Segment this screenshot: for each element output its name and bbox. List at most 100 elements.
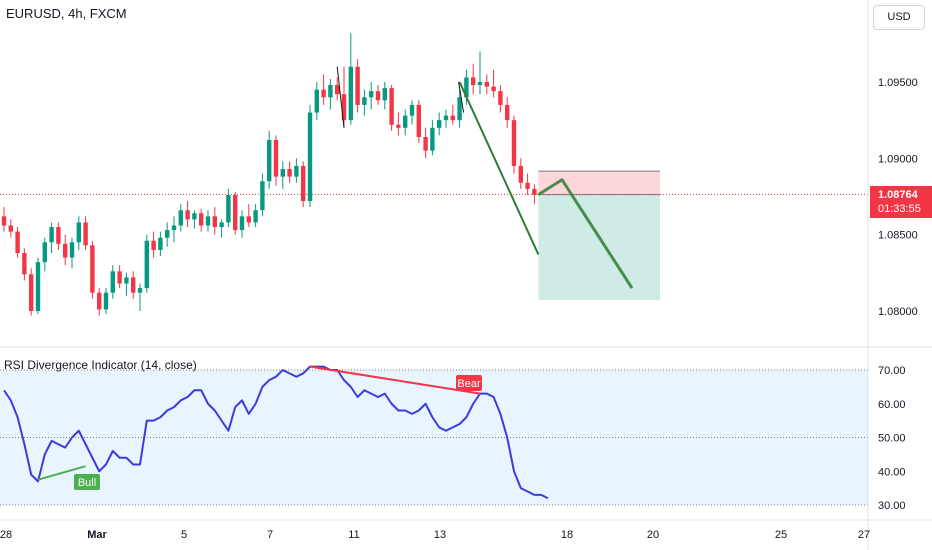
- candle-body: [233, 194, 238, 231]
- marker-label: Bull: [78, 477, 96, 489]
- time-tick-label: 20: [647, 529, 659, 541]
- candle-body: [219, 222, 224, 228]
- time-tick-label: 28: [0, 529, 12, 541]
- price-tick-label: 1.08500: [878, 230, 918, 242]
- candle-body: [525, 182, 530, 189]
- rsi-tick-label: 70.00: [878, 365, 906, 377]
- candle-body: [144, 240, 149, 289]
- rsi-tick-label: 50.00: [878, 433, 906, 445]
- candle-body: [63, 243, 68, 258]
- candle-body: [335, 85, 340, 95]
- rsi-pane[interactable]: Bull Bear: [0, 365, 868, 506]
- currency-button[interactable]: USD: [873, 5, 925, 30]
- time-tick-label: 11: [348, 529, 359, 541]
- price-tick-label: 1.09500: [878, 77, 918, 89]
- candle-body: [307, 112, 313, 202]
- marker-box: [74, 474, 100, 490]
- candle-body: [117, 271, 122, 284]
- candle-body: [56, 227, 61, 244]
- bar-countdown: 01:33:55: [878, 203, 921, 215]
- candle-body: [355, 66, 360, 105]
- time-tick-label: 5: [181, 529, 187, 541]
- candle-body: [484, 82, 489, 87]
- candle-body: [450, 115, 455, 121]
- candle-body: [409, 104, 415, 116]
- candle-body: [280, 169, 285, 177]
- candle-body: [83, 222, 88, 246]
- candle-body: [498, 91, 503, 105]
- bear-divergence-line: [309, 365, 481, 395]
- candle-body: [205, 216, 211, 226]
- candle-body: [382, 88, 387, 101]
- trend-line: [458, 81, 540, 255]
- candle-body: [171, 225, 177, 231]
- candle-body: [90, 245, 95, 293]
- candle-body: [403, 115, 408, 128]
- time-tick-label: 18: [561, 529, 573, 541]
- price-pane[interactable]: [0, 33, 868, 316]
- candle-body: [29, 274, 34, 311]
- time-tick-label: 27: [858, 529, 870, 541]
- time-tick-label: 25: [775, 529, 787, 541]
- marker-label: Bear: [457, 378, 481, 390]
- candle-body: [362, 97, 367, 105]
- candle-body: [165, 230, 170, 238]
- candle-body: [178, 210, 183, 226]
- candle-body: [69, 242, 75, 258]
- candle-body: [76, 222, 81, 243]
- rsi-tick-label: 30.00: [878, 500, 906, 512]
- last-price-value: 1.08764: [878, 189, 918, 201]
- candle-body: [35, 262, 41, 311]
- candle-body: [192, 213, 197, 220]
- candle-body: [8, 225, 13, 232]
- candle-body: [491, 86, 496, 92]
- candle-body: [137, 288, 143, 293]
- candle-body: [49, 227, 54, 243]
- candle-body: [471, 77, 476, 86]
- candle-body: [158, 237, 163, 250]
- rsi-line: [3, 365, 549, 500]
- candle-body: [287, 169, 292, 177]
- candle-body: [15, 231, 20, 253]
- candle-body: [423, 136, 428, 151]
- price-tick-label: 1.09000: [878, 153, 918, 165]
- last-price-badge: 1.08764 01:33:55: [870, 186, 932, 218]
- candle-body: [199, 213, 204, 226]
- candle-body: [267, 140, 272, 182]
- symbol-title[interactable]: EURUSD, 4h, FXCM: [6, 6, 127, 21]
- candle-body: [511, 120, 517, 166]
- candle-body: [518, 165, 523, 183]
- candle-body: [246, 216, 251, 223]
- bull-divergence-line: [37, 465, 86, 481]
- candle-body: [389, 88, 394, 125]
- price-tick-label: 1.08000: [878, 306, 918, 318]
- candle-body: [532, 188, 537, 195]
- candle-body: [253, 210, 258, 223]
- time-tick-label: 7: [267, 529, 273, 541]
- candle-body: [301, 165, 306, 202]
- candle-body: [97, 292, 102, 310]
- candle-body: [226, 194, 231, 223]
- candle-body: [110, 271, 115, 293]
- take-profit-zone: [538, 194, 660, 301]
- candle-body: [185, 210, 190, 220]
- rsi-band: [0, 370, 868, 505]
- time-tick-label: 13: [434, 529, 446, 541]
- rsi-indicator-title[interactable]: RSI Divergence Indicator (14, close): [4, 358, 197, 372]
- candle-body: [314, 89, 319, 113]
- time-tick-label: Mar: [87, 529, 107, 541]
- rsi-tick-label: 60.00: [878, 399, 906, 411]
- rsi-tick-label: 40.00: [878, 466, 906, 478]
- candle-body: [375, 91, 381, 101]
- candle-body: [273, 140, 279, 177]
- candle-body: [328, 85, 333, 98]
- candle-body: [396, 124, 401, 128]
- projection-path: [537, 178, 634, 289]
- candle-body: [212, 216, 217, 228]
- candle-body: [443, 115, 449, 121]
- candle-body: [103, 292, 109, 310]
- candle-body: [477, 82, 483, 86]
- bear-marker: Bear: [456, 375, 482, 391]
- bull-marker: Bull: [74, 474, 100, 490]
